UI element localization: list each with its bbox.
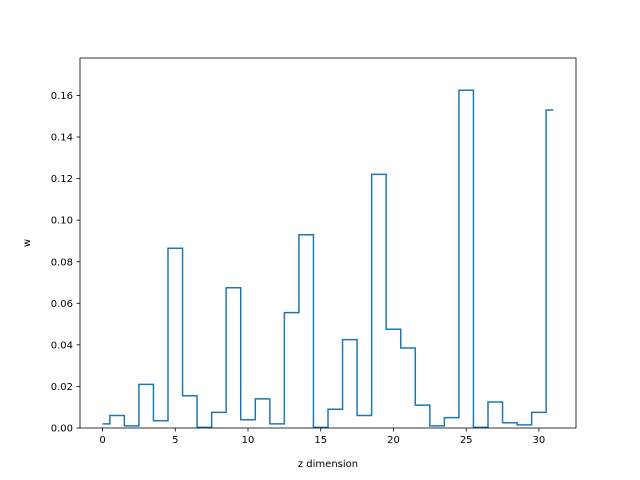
x-tick-label: 30 — [533, 435, 546, 446]
x-tick-label: 10 — [242, 435, 255, 446]
x-axis-label: z dimension — [298, 459, 358, 470]
y-tick-label: 0.12 — [51, 174, 73, 185]
series-layer — [102, 89, 554, 429]
x-tick-label: 20 — [387, 435, 400, 446]
y-tick-label: 0.06 — [51, 299, 73, 310]
y-tick-label: 0.04 — [51, 340, 73, 351]
y-tick-label: 0.10 — [51, 216, 73, 227]
axes-frame — [79, 57, 577, 429]
series-line — [102, 89, 554, 429]
y-tick-label: 0.08 — [51, 257, 73, 268]
x-tick-label: 25 — [460, 435, 473, 446]
x-tick-label: 5 — [172, 435, 178, 446]
y-axis-ticks: 0.00 0.02 0.04 0.06 0.08 0.10 0.12 0.14 0.16 — [51, 91, 80, 435]
plot-area — [80, 58, 576, 428]
x-tick-label: 0 — [99, 435, 105, 446]
x-axis-ticks: 0 5 10 15 20 25 30 — [99, 428, 545, 446]
y-axis-label: w — [22, 239, 33, 247]
x-tick-label: 15 — [314, 435, 327, 446]
y-tick-label: 0.02 — [51, 382, 73, 393]
y-tick-label: 0.00 — [51, 424, 73, 435]
y-tick-label: 0.14 — [51, 133, 73, 144]
y-tick-label: 0.16 — [51, 91, 73, 102]
